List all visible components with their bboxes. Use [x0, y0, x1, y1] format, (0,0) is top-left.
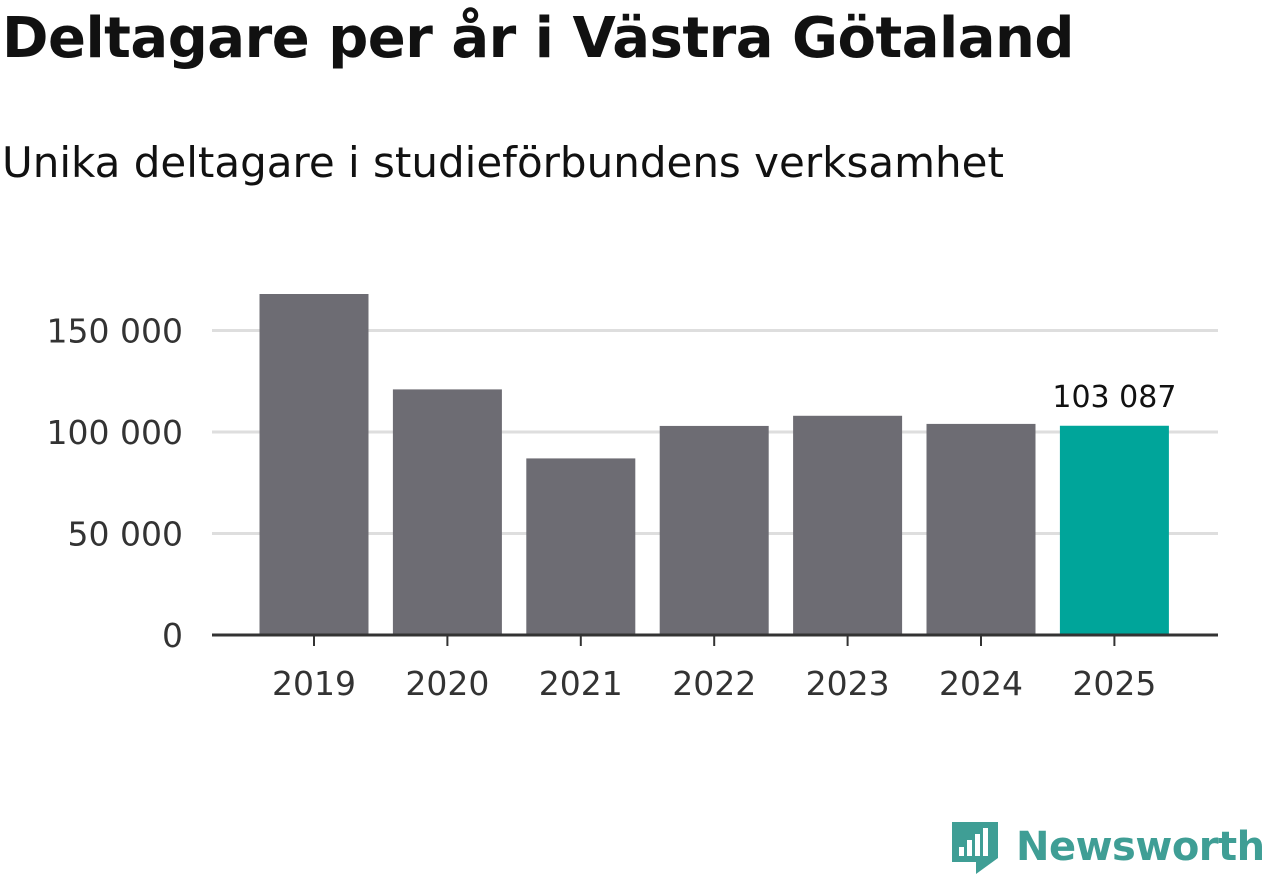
x-tick-label-2020: 2020	[405, 664, 489, 703]
x-tick-label-2019: 2019	[272, 664, 356, 703]
y-tick-label: 0	[162, 616, 183, 655]
y-tick-label: 100 000	[47, 413, 183, 452]
x-tick-label-2025: 2025	[1072, 664, 1156, 703]
data-labels: 103 087	[1052, 380, 1176, 415]
bar-2023	[793, 415, 903, 635]
x-axis	[212, 633, 1218, 646]
x-tick-label-2023: 2023	[806, 664, 890, 703]
bar-2022	[659, 425, 769, 635]
bar-2021	[526, 458, 636, 635]
x-tick-label-2024: 2024	[939, 664, 1023, 703]
chart-title: Deltagare per år i Västra Götaland	[2, 6, 1074, 71]
y-tick-label: 150 000	[47, 312, 183, 351]
y-tick-label: 50 000	[68, 515, 183, 554]
bars	[259, 294, 1169, 635]
x-tick-label-2022: 2022	[672, 664, 756, 703]
bar-2025	[1059, 425, 1169, 635]
bar-2020	[392, 389, 502, 635]
x-tick-label-2021: 2021	[539, 664, 623, 703]
newsworthy-logo: Newsworthy	[950, 818, 1262, 876]
y-axis-tick-labels: 0 50 000 100 000 150 000	[47, 312, 183, 655]
newsworthy-logo-icon	[952, 822, 998, 874]
chart-subtitle: Unika deltagare i studieförbundens verks…	[2, 138, 1004, 187]
newsworthy-wordmark: Newsworthy	[1016, 824, 1262, 870]
bar-2019	[259, 294, 369, 635]
bar-2024	[926, 423, 1036, 635]
x-axis-tick-labels: 2019 2020 2021 2022 2023 2024 2025	[272, 664, 1156, 703]
data-label-2025: 103 087	[1052, 380, 1176, 415]
